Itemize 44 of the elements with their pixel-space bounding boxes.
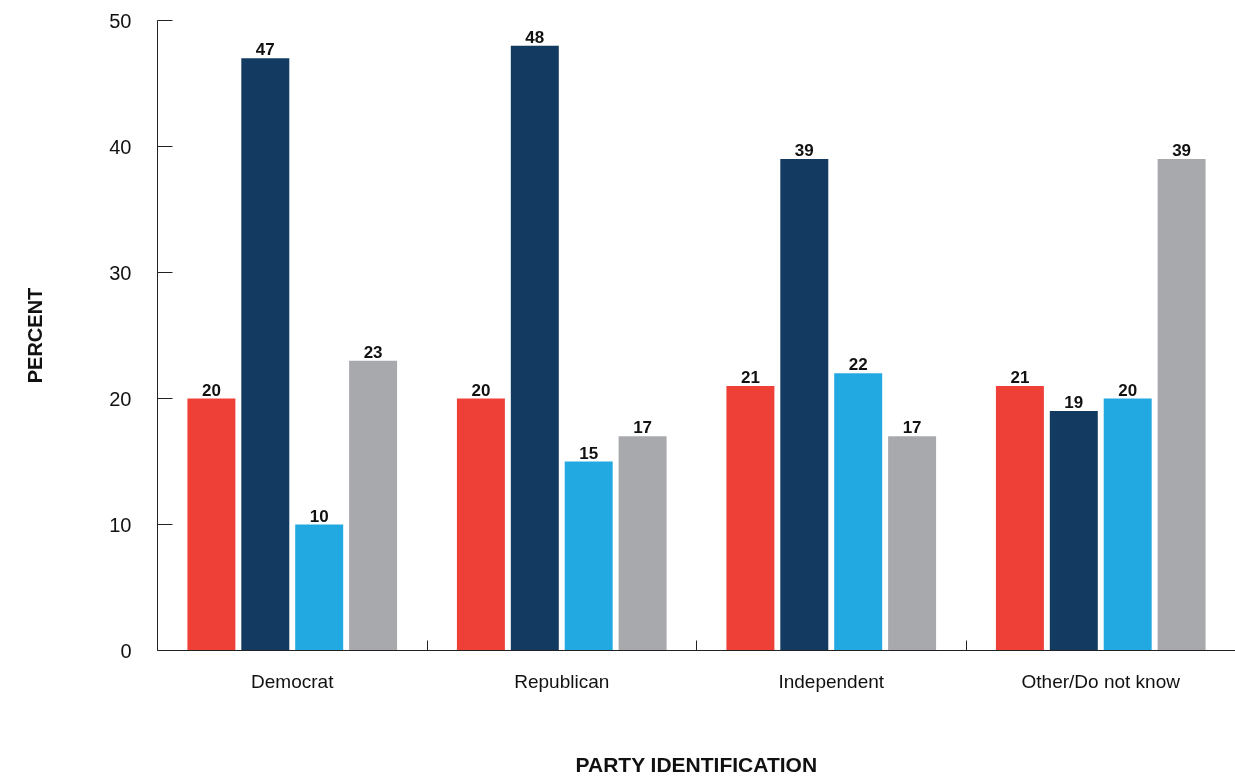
bar <box>618 436 667 651</box>
bar <box>834 373 883 651</box>
bar <box>295 524 344 651</box>
data-label: 20 <box>201 380 221 400</box>
x-tick-label: Republican <box>514 670 610 692</box>
y-tick-label: 10 <box>109 513 132 536</box>
bar <box>1049 411 1098 651</box>
y-tick-label: 20 <box>109 387 132 410</box>
data-label: 48 <box>525 27 545 47</box>
data-label: 39 <box>1172 141 1192 161</box>
y-tick-label: 40 <box>109 135 132 158</box>
data-label: 19 <box>1064 393 1084 413</box>
bar <box>241 58 290 651</box>
x-axis-title: PARTY IDENTIFICATION <box>575 752 818 776</box>
data-label: 20 <box>1118 380 1138 400</box>
data-label: 21 <box>1010 367 1030 387</box>
bar <box>780 159 829 651</box>
bar <box>349 360 398 651</box>
bar <box>1157 159 1206 651</box>
data-label: 15 <box>579 443 599 463</box>
bar <box>888 436 937 651</box>
data-label: 23 <box>363 342 383 362</box>
data-label: 20 <box>471 380 491 400</box>
data-label: 10 <box>309 506 329 526</box>
x-tick-label: Democrat <box>251 670 335 692</box>
x-tick-label: Other/Do not know <box>1021 670 1181 692</box>
y-axis-title: PERCENT <box>24 287 47 384</box>
y-tick-label: 50 <box>109 9 132 32</box>
x-tick-label: Independent <box>778 670 885 692</box>
data-label: 47 <box>255 40 275 60</box>
bar <box>510 45 559 651</box>
data-label: 22 <box>848 355 868 375</box>
data-label: 17 <box>633 418 653 438</box>
y-tick-label: 30 <box>109 261 132 284</box>
data-label: 17 <box>902 418 922 438</box>
bar <box>456 398 505 651</box>
bar <box>564 461 613 651</box>
y-tick-label: 0 <box>120 639 132 662</box>
bar <box>726 385 775 651</box>
bar <box>187 398 236 651</box>
bar <box>995 385 1044 651</box>
data-label: 21 <box>740 367 760 387</box>
bar <box>1103 398 1152 651</box>
data-label: 39 <box>794 141 814 161</box>
